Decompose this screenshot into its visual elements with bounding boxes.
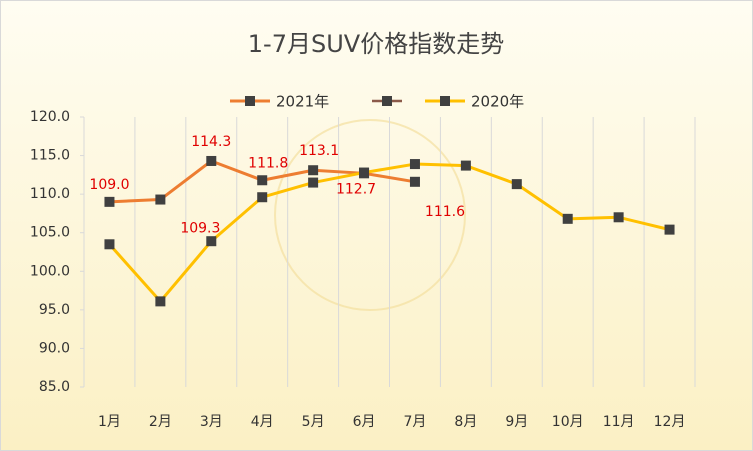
- watermark: [274, 119, 466, 311]
- x-tick-label: 6月: [353, 414, 376, 430]
- point-marker: [257, 175, 268, 186]
- point-marker: [409, 176, 420, 187]
- legend-marker: [440, 96, 450, 106]
- legend-blank: [372, 96, 402, 106]
- y-tick-label: 105.0: [30, 225, 70, 241]
- point-marker: [562, 213, 573, 224]
- y-tick-label: 95.0: [39, 302, 70, 318]
- point-marker: [460, 160, 471, 171]
- data-label: 111.6: [425, 204, 465, 220]
- x-tick-label: 2月: [149, 414, 172, 430]
- x-tick-label: 9月: [505, 414, 528, 430]
- legend-label: 2020年: [471, 93, 524, 111]
- y-tick-label: 90.0: [39, 340, 70, 356]
- y-tick-label: 100.0: [30, 263, 70, 279]
- x-tick-label: 8月: [454, 414, 477, 430]
- data-label: 109.0: [89, 177, 129, 193]
- chart-title: 1-7月SUV价格指数走势: [248, 30, 504, 58]
- y-tick-label: 110.0: [30, 186, 70, 202]
- y-tick-label: 85.0: [39, 379, 70, 395]
- x-tick-label: 3月: [200, 414, 223, 430]
- x-tick-label: 5月: [302, 414, 325, 430]
- point-marker: [409, 159, 420, 170]
- y-tick-label: 115.0: [30, 148, 70, 164]
- x-tick-label: 10月: [552, 414, 584, 430]
- point-marker: [308, 177, 319, 188]
- x-tick-label: 12月: [654, 414, 686, 430]
- point-marker: [206, 236, 217, 247]
- data-label: 109.3: [180, 221, 220, 237]
- point-marker: [104, 196, 115, 207]
- data-label: 114.3: [191, 134, 231, 150]
- point-marker: [155, 194, 166, 205]
- series-line: [108, 162, 670, 303]
- y-tick-label: 120.0: [30, 109, 70, 125]
- point-marker: [511, 179, 522, 190]
- point-marker: [613, 212, 624, 223]
- data-label: 111.8: [248, 155, 288, 171]
- x-tick-label: 4月: [251, 414, 274, 430]
- point-marker: [257, 192, 268, 203]
- x-tick-label: 1月: [98, 414, 121, 430]
- data-label: 112.7: [336, 181, 376, 197]
- point-marker: [664, 224, 675, 235]
- point-marker: [308, 165, 319, 176]
- point-marker: [155, 296, 166, 307]
- data-label: 113.1: [299, 143, 339, 159]
- x-tick-label: 11月: [603, 414, 635, 430]
- point-marker: [206, 155, 217, 166]
- legend-label: 2021年: [276, 93, 329, 111]
- point-marker: [104, 239, 115, 250]
- point-marker: [359, 167, 370, 178]
- x-tick-label: 7月: [403, 414, 426, 430]
- legend-marker: [245, 96, 255, 106]
